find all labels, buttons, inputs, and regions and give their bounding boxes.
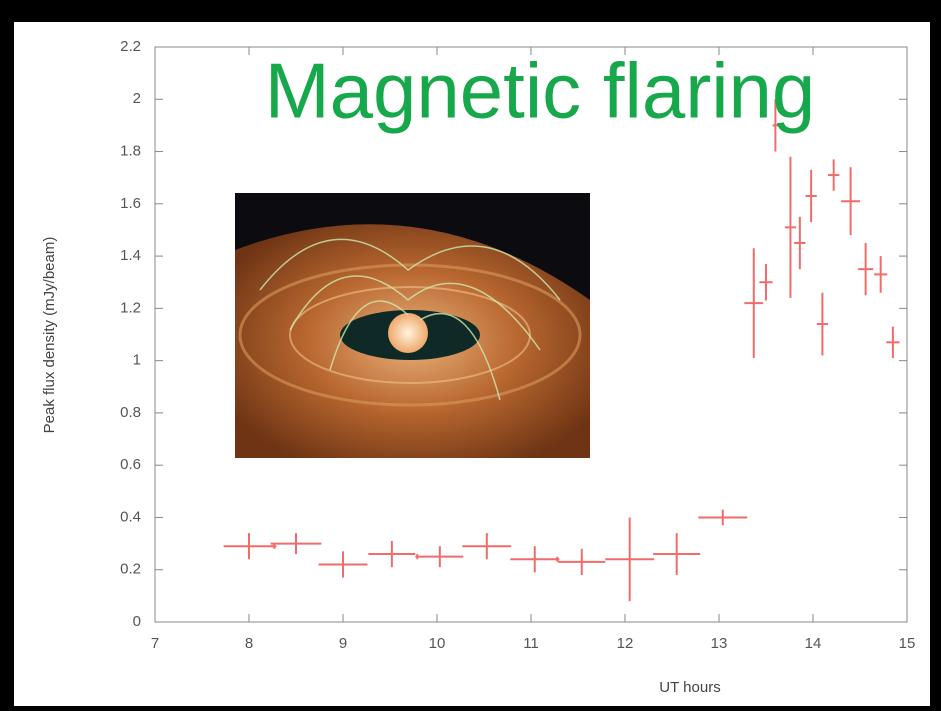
- data-point: [558, 548, 606, 575]
- y-tick-label: 0.4: [120, 508, 141, 525]
- x-tick-label: 12: [617, 635, 634, 652]
- data-point: [784, 156, 797, 298]
- x-tick-label: 8: [245, 635, 253, 652]
- data-point: [805, 169, 817, 223]
- data-point: [858, 243, 874, 296]
- data-point: [794, 216, 806, 270]
- data-point: [555, 556, 560, 562]
- y-tick-label: 1.8: [120, 143, 141, 160]
- y-tick-label: 0: [133, 613, 141, 630]
- data-point: [841, 167, 860, 236]
- data-point: [874, 256, 888, 293]
- x-axis-title: UT hours: [659, 679, 720, 696]
- y-tick-label: 0.6: [120, 456, 141, 473]
- plot-area: 0 0.2 0.4 0.6 0.8 1 1.2 1.4 1.6 1.8 2 2.2 7 8 9 10 11 12 1…: [120, 38, 915, 652]
- data-point: [744, 248, 764, 359]
- y-tick-label: 1.4: [120, 247, 141, 264]
- data-point: [828, 159, 840, 191]
- data-point: [416, 546, 464, 568]
- data-point: [318, 551, 368, 578]
- x-tick-label: 10: [429, 635, 446, 652]
- data-point: [605, 517, 655, 602]
- x-tick-label: 11: [523, 635, 539, 652]
- x-tick-label: 15: [899, 635, 916, 652]
- x-tick-label: 7: [151, 635, 159, 652]
- data-point: [270, 533, 322, 555]
- data-point: [886, 326, 900, 359]
- data-point: [759, 263, 773, 301]
- chart-title: Magnetic flaring: [265, 47, 816, 135]
- data-point: [462, 533, 512, 560]
- data-point: [772, 99, 779, 152]
- y-tick-label: 0.8: [120, 404, 141, 421]
- y-axis-title: Peak flux density (mJy/beam): [41, 237, 58, 434]
- data-point: [653, 533, 701, 575]
- y-tick-label: 1.2: [120, 299, 141, 316]
- x-tick-label: 9: [339, 635, 347, 652]
- x-tick-label: 13: [711, 635, 728, 652]
- data-point: [223, 533, 275, 560]
- data-point: [368, 540, 416, 568]
- x-tick-label: 14: [805, 635, 822, 652]
- y-tick-label: 2: [133, 90, 141, 107]
- y-tick-label: 2.2: [120, 38, 141, 55]
- data-point: [698, 509, 748, 526]
- inset-illustration: [235, 193, 590, 458]
- data-point: [510, 546, 560, 573]
- data-point: [816, 292, 829, 356]
- y-tick-label: 1: [133, 352, 141, 369]
- y-tick-label: 0.2: [120, 561, 141, 578]
- y-tick-label: 1.6: [120, 195, 141, 212]
